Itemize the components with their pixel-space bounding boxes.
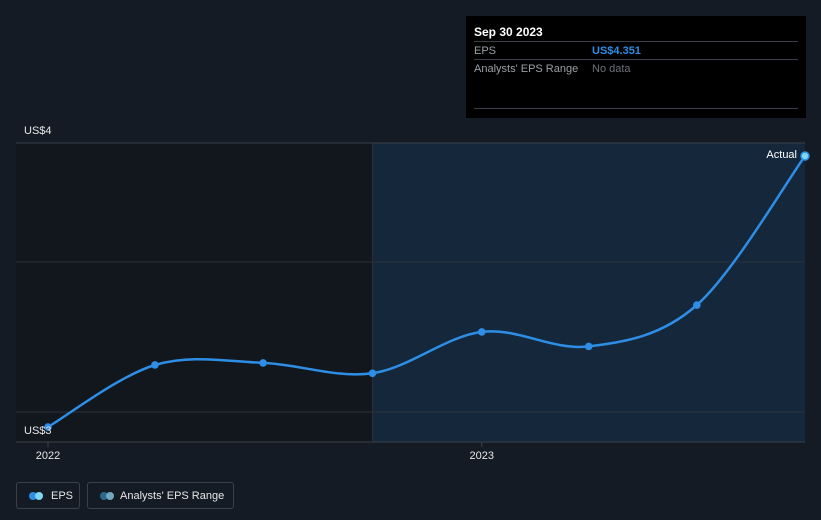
tooltip-range-value: No data xyxy=(592,63,631,75)
tooltip-row-eps: EPS US$4.351 xyxy=(474,41,798,60)
legend-eps-dot xyxy=(29,492,37,500)
eps-point[interactable] xyxy=(800,151,810,161)
y-tick-label-top: US$4 xyxy=(24,125,52,137)
x-tick-label-2023: 2023 xyxy=(470,450,494,462)
past-shade xyxy=(16,143,373,442)
tooltip-row-range: Analysts' EPS Range No data xyxy=(474,59,798,78)
eps-point[interactable] xyxy=(477,328,486,336)
eps-point[interactable] xyxy=(368,369,377,378)
tooltip-range-label: Analysts' EPS Range xyxy=(474,63,579,75)
legend-range-label: Analysts' EPS Range xyxy=(120,490,225,502)
eps-point[interactable] xyxy=(584,342,593,351)
tooltip-eps-value: US$4.351 xyxy=(592,45,641,57)
legend-eps[interactable]: EPS xyxy=(16,482,80,509)
eps-point[interactable] xyxy=(44,423,52,431)
tooltip: Sep 30 2023 EPS US$4.351 Analysts' EPS R… xyxy=(466,16,806,118)
eps-point[interactable] xyxy=(259,359,267,367)
tooltip-eps-label: EPS xyxy=(474,45,497,57)
x-tick-label-2022: 2022 xyxy=(36,450,60,462)
tooltip-date: Sep 30 2023 xyxy=(474,25,543,39)
legend-range-dot-inner xyxy=(106,492,114,500)
legend-analyst-range[interactable]: Analysts' EPS Range xyxy=(87,482,234,509)
eps-point[interactable] xyxy=(693,301,701,309)
legend-range-dot xyxy=(100,492,108,500)
actual-label: Actual xyxy=(766,149,797,161)
forecast-shade xyxy=(372,143,805,442)
tooltip-divider xyxy=(474,108,798,110)
legend-eps-label: EPS xyxy=(51,490,74,502)
eps-point[interactable] xyxy=(151,361,159,369)
y-tick-label-bottom: US$3 xyxy=(24,425,52,437)
legend-eps-dot-inner xyxy=(35,492,43,500)
